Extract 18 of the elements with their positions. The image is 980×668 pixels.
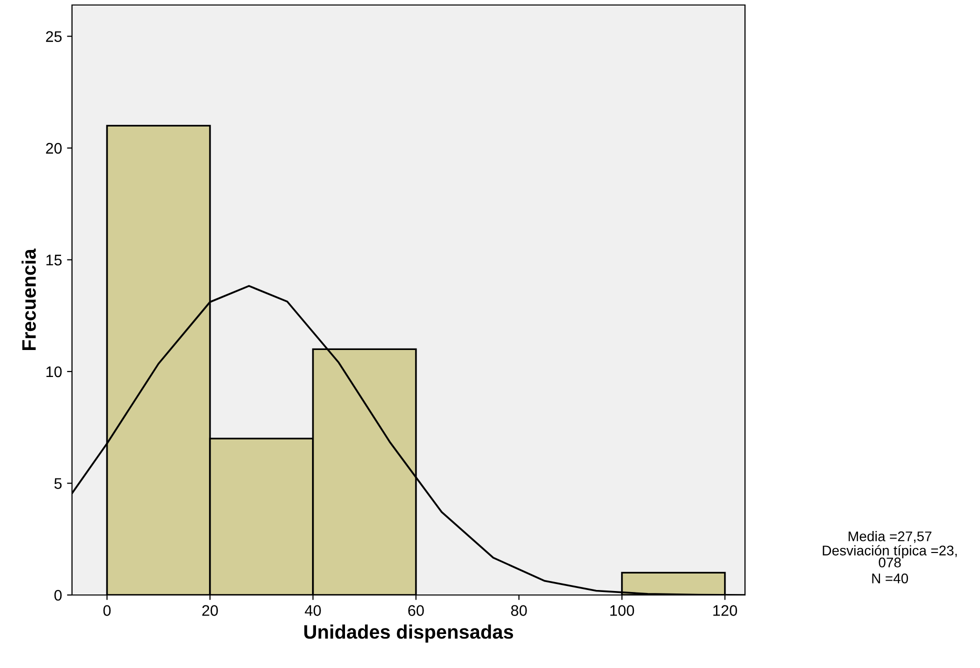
text: Desviación típica =23, 078 xyxy=(822,545,957,568)
x-tick-label: 40 xyxy=(304,605,321,616)
text: N =40 xyxy=(872,574,908,584)
y-tick-label: 25 xyxy=(46,31,62,42)
x-tick-label: 60 xyxy=(408,605,424,616)
x-axis-title: Unidades dispensadas xyxy=(304,624,514,643)
x-tick-label: 20 xyxy=(202,605,218,616)
y-tick-label: 15 xyxy=(46,254,62,266)
y-tick-label: 20 xyxy=(46,142,62,154)
y-tick-label: 5 xyxy=(54,478,62,489)
x-tick-label: 80 xyxy=(511,605,527,616)
x-tick-label: 0 xyxy=(103,605,111,616)
y-tick-label: 0 xyxy=(54,590,62,601)
text: Media =27,57 xyxy=(848,531,932,543)
y-axis-title: Frecuencia xyxy=(22,248,36,350)
y-tick-label: 10 xyxy=(46,366,62,378)
x-tick-label: 100 xyxy=(610,605,634,616)
x-tick-label: 120 xyxy=(713,605,738,616)
